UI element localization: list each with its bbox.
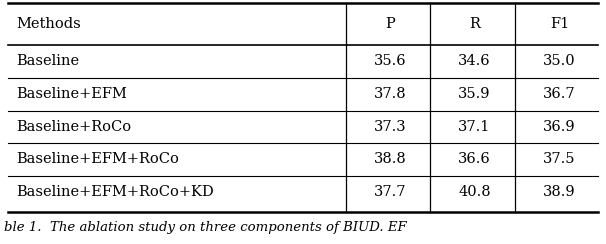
Text: 38.9: 38.9 xyxy=(543,185,576,199)
Text: ble 1.  The ablation study on three components of BIUD. EF: ble 1. The ablation study on three compo… xyxy=(4,222,407,234)
Text: 35.6: 35.6 xyxy=(374,54,406,68)
Text: 37.3: 37.3 xyxy=(374,120,406,134)
Text: Baseline+RoCo: Baseline+RoCo xyxy=(16,120,131,134)
Text: 37.8: 37.8 xyxy=(374,87,406,101)
Text: 36.9: 36.9 xyxy=(543,120,576,134)
Text: 37.1: 37.1 xyxy=(458,120,491,134)
Text: 36.7: 36.7 xyxy=(543,87,576,101)
Text: F1: F1 xyxy=(550,17,569,31)
Text: 40.8: 40.8 xyxy=(458,185,491,199)
Text: P: P xyxy=(385,17,395,31)
Text: Baseline+EFM+RoCo: Baseline+EFM+RoCo xyxy=(16,152,179,166)
Text: 35.9: 35.9 xyxy=(458,87,491,101)
Text: Baseline+EFM: Baseline+EFM xyxy=(16,87,127,101)
Text: R: R xyxy=(469,17,480,31)
Text: 37.5: 37.5 xyxy=(543,152,576,166)
Text: Baseline: Baseline xyxy=(16,54,79,68)
Text: 34.6: 34.6 xyxy=(458,54,491,68)
Text: 38.8: 38.8 xyxy=(374,152,407,166)
Text: Baseline+EFM+RoCo+KD: Baseline+EFM+RoCo+KD xyxy=(16,185,214,199)
Text: 36.6: 36.6 xyxy=(458,152,491,166)
Text: Methods: Methods xyxy=(16,17,81,31)
Text: 35.0: 35.0 xyxy=(543,54,576,68)
Text: 37.7: 37.7 xyxy=(374,185,406,199)
